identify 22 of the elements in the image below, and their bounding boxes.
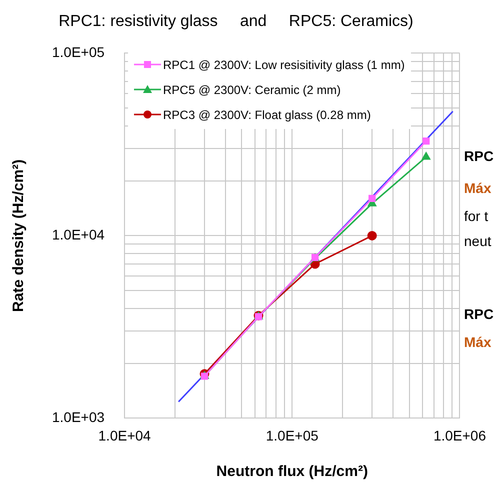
text: Máx	[464, 334, 492, 350]
y-tick-label: 1.0E+05	[52, 44, 105, 60]
chart-title: RPC1: resistivity glass and RPC5: Ceramics)	[58, 13, 414, 30]
point	[368, 194, 376, 202]
text: for t	[464, 208, 488, 224]
legend-label: RPC5 @ 2300V: Ceramic (2 mm)	[163, 82, 341, 96]
text: neut	[464, 233, 492, 249]
legend-label: RPC3 @ 2300V: Float glass (0.28 mm)	[163, 108, 371, 122]
y-tick-label: 1.0E+03	[52, 409, 105, 426]
x-tick-label: 1.0E+04	[98, 427, 152, 444]
point	[367, 230, 377, 240]
text: RPC	[464, 306, 494, 322]
x-tick-label: 1.0E+05	[266, 427, 319, 444]
y-tick-label: 1.0E+04	[52, 226, 105, 243]
point	[422, 152, 430, 160]
x-tick-label: 1.0E+06	[433, 427, 486, 444]
x-axis-title: Neutron flux (Hz/cm²)	[216, 463, 368, 480]
point	[422, 137, 430, 145]
legend-label: RPC1 @ 2300V: Low resisitivity glass (1 mm)	[163, 58, 405, 72]
text: Máx	[464, 180, 492, 196]
text: RPC	[464, 148, 494, 164]
y-axis-title: Rate density (Hz/cm²)	[10, 159, 28, 312]
